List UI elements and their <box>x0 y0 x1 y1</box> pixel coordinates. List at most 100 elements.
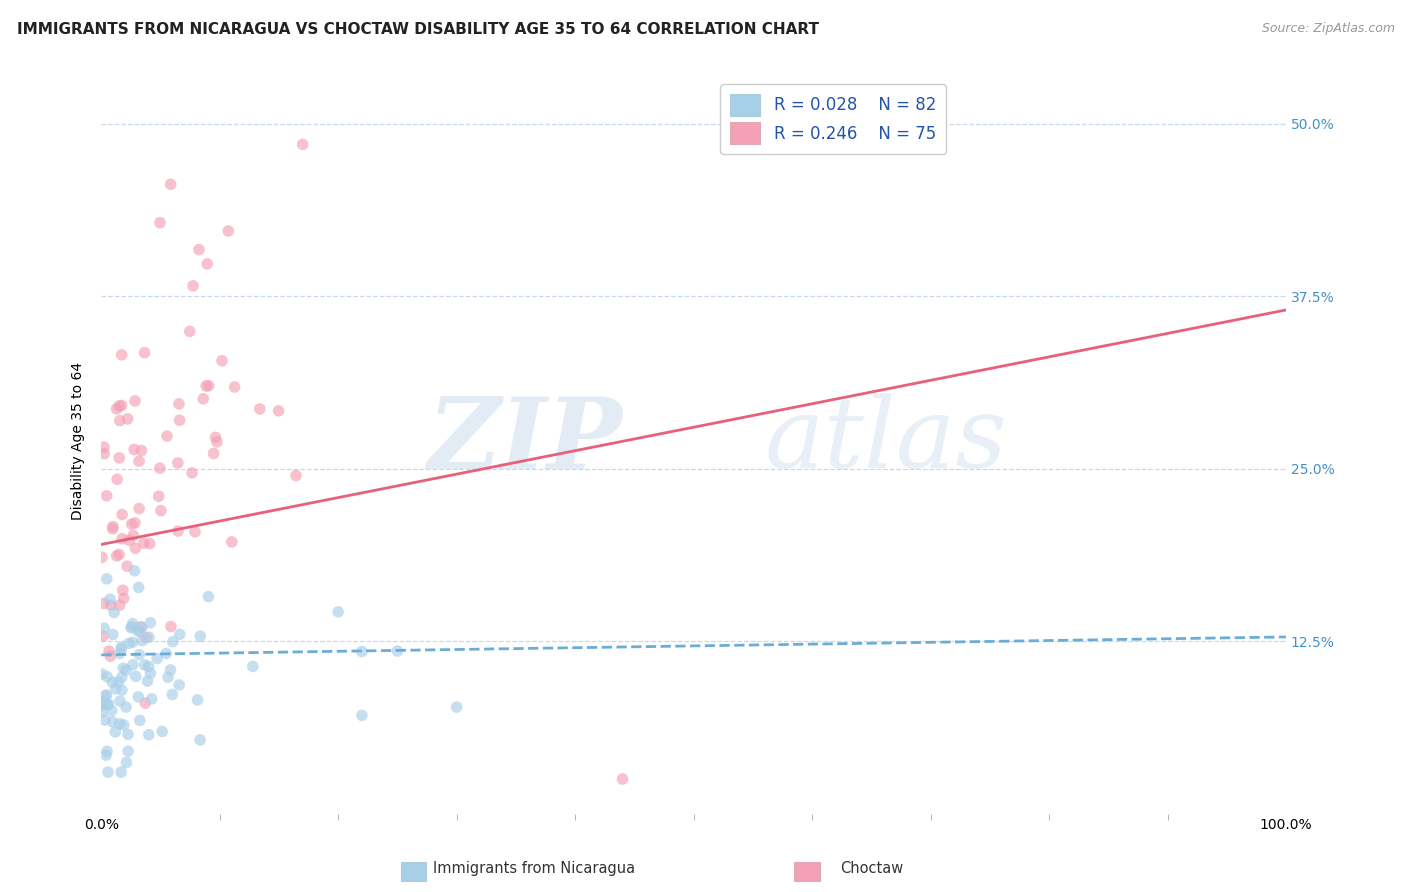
Point <box>169 413 191 427</box>
Point <box>135 631 157 645</box>
Point <box>285 468 308 483</box>
Point <box>197 590 219 604</box>
Point <box>188 733 211 747</box>
Point <box>160 619 183 633</box>
Point <box>150 724 173 739</box>
Point <box>149 503 172 517</box>
Point <box>108 399 131 413</box>
Point <box>115 700 138 714</box>
Point <box>108 694 131 708</box>
Point <box>128 501 150 516</box>
Point <box>249 401 271 416</box>
Point <box>96 688 118 702</box>
Point <box>242 659 264 673</box>
Point <box>105 401 128 416</box>
Point <box>129 620 152 634</box>
Point <box>115 756 138 770</box>
Point <box>103 606 125 620</box>
Point <box>128 454 150 468</box>
Point <box>96 572 118 586</box>
Text: IMMIGRANTS FROM NICARAGUA VS CHOCTAW DISABILITY AGE 35 TO 64 CORRELATION CHART: IMMIGRANTS FROM NICARAGUA VS CHOCTAW DIS… <box>17 22 818 37</box>
Point <box>104 681 127 696</box>
Point <box>149 461 172 475</box>
Point <box>108 450 131 465</box>
Point <box>193 392 215 406</box>
Point <box>136 674 159 689</box>
Point <box>350 644 373 658</box>
Point <box>124 564 146 578</box>
Point <box>107 674 129 689</box>
Point <box>128 714 150 728</box>
Point <box>134 696 156 710</box>
Point <box>131 443 153 458</box>
Point <box>224 380 246 394</box>
Point <box>181 466 204 480</box>
Point <box>110 641 132 656</box>
Point <box>139 666 162 681</box>
Point <box>117 744 139 758</box>
Point <box>97 765 120 780</box>
Point <box>98 649 121 664</box>
Point <box>128 581 150 595</box>
Point <box>108 548 131 562</box>
Point <box>90 698 112 713</box>
Point <box>111 348 134 362</box>
Point <box>291 137 314 152</box>
Point <box>446 700 468 714</box>
Point <box>110 765 132 780</box>
Point <box>112 661 135 675</box>
Point <box>122 528 145 542</box>
Point <box>129 624 152 639</box>
Point <box>350 708 373 723</box>
Point <box>97 697 120 711</box>
Point <box>91 696 114 710</box>
Point <box>110 399 132 413</box>
Point <box>131 620 153 634</box>
Point <box>96 489 118 503</box>
Point <box>167 524 190 538</box>
Point <box>188 629 211 643</box>
Point <box>202 446 225 460</box>
Legend: R = 0.028    N = 82, R = 0.246    N = 75: R = 0.028 N = 82, R = 0.246 N = 75 <box>720 85 946 153</box>
Point <box>211 353 233 368</box>
Point <box>155 647 177 661</box>
Point <box>101 627 124 641</box>
Point <box>101 675 124 690</box>
Point <box>138 659 160 673</box>
Point <box>328 605 350 619</box>
Point <box>115 664 138 678</box>
Point <box>195 379 218 393</box>
Point <box>115 559 138 574</box>
Point <box>124 393 146 408</box>
Point <box>104 725 127 739</box>
Point <box>188 243 211 257</box>
Point <box>156 670 179 684</box>
Point <box>91 629 114 643</box>
Point <box>167 678 190 692</box>
Point <box>94 689 117 703</box>
Point <box>138 630 160 644</box>
Point <box>100 704 122 718</box>
Point <box>121 620 143 634</box>
Point <box>118 533 141 548</box>
Point <box>108 599 131 613</box>
Point <box>112 591 135 606</box>
Point <box>149 216 172 230</box>
Point <box>186 693 208 707</box>
Text: Immigrants from Nicaragua: Immigrants from Nicaragua <box>433 861 636 876</box>
Point <box>128 648 150 662</box>
Point <box>93 440 115 454</box>
Point <box>204 430 226 444</box>
Point <box>387 644 409 658</box>
Point <box>100 599 122 613</box>
Point <box>108 647 131 661</box>
Point <box>124 669 146 683</box>
Point <box>124 516 146 530</box>
Point <box>91 667 114 681</box>
Point <box>96 744 118 758</box>
Point <box>121 517 143 532</box>
Point <box>91 705 114 719</box>
Point <box>110 640 132 655</box>
Point <box>197 378 219 392</box>
Point <box>112 718 135 732</box>
